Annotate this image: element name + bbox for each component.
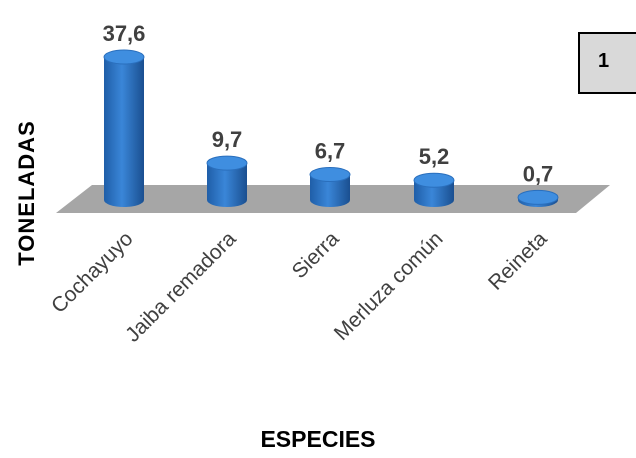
category-label: Reineta bbox=[484, 227, 552, 295]
bar-top bbox=[206, 155, 248, 171]
figure-number: 1 bbox=[598, 50, 610, 72]
data-label: 6,7 bbox=[315, 139, 346, 164]
bar-body bbox=[207, 163, 247, 207]
data-label: 37,6 bbox=[103, 21, 146, 46]
data-label: 5,2 bbox=[419, 144, 450, 169]
y-axis-label: TONELADAS bbox=[14, 120, 39, 266]
bar-body bbox=[310, 174, 350, 207]
figure-number-badge: 1 bbox=[578, 32, 636, 94]
bar-top bbox=[517, 189, 559, 205]
bar-top bbox=[309, 167, 351, 183]
bar-body bbox=[104, 57, 144, 207]
data-label: 9,7 bbox=[212, 127, 243, 152]
bar-top bbox=[103, 49, 145, 65]
data-label: 0,7 bbox=[523, 161, 554, 186]
bar-top bbox=[413, 172, 455, 188]
category-label: Sierra bbox=[288, 227, 344, 283]
category-label: Cochayuyo bbox=[47, 227, 138, 318]
bar-body bbox=[414, 180, 454, 207]
bar-4 bbox=[413, 172, 455, 207]
category-label: Merluza común bbox=[330, 227, 448, 345]
category-label: Jaiba remadora bbox=[121, 227, 241, 347]
x-axis-label: ESPECIES bbox=[260, 426, 376, 452]
bar-5 bbox=[517, 189, 559, 207]
bar-1 bbox=[103, 49, 145, 207]
bar-2 bbox=[206, 155, 248, 207]
bar-3 bbox=[309, 167, 351, 207]
